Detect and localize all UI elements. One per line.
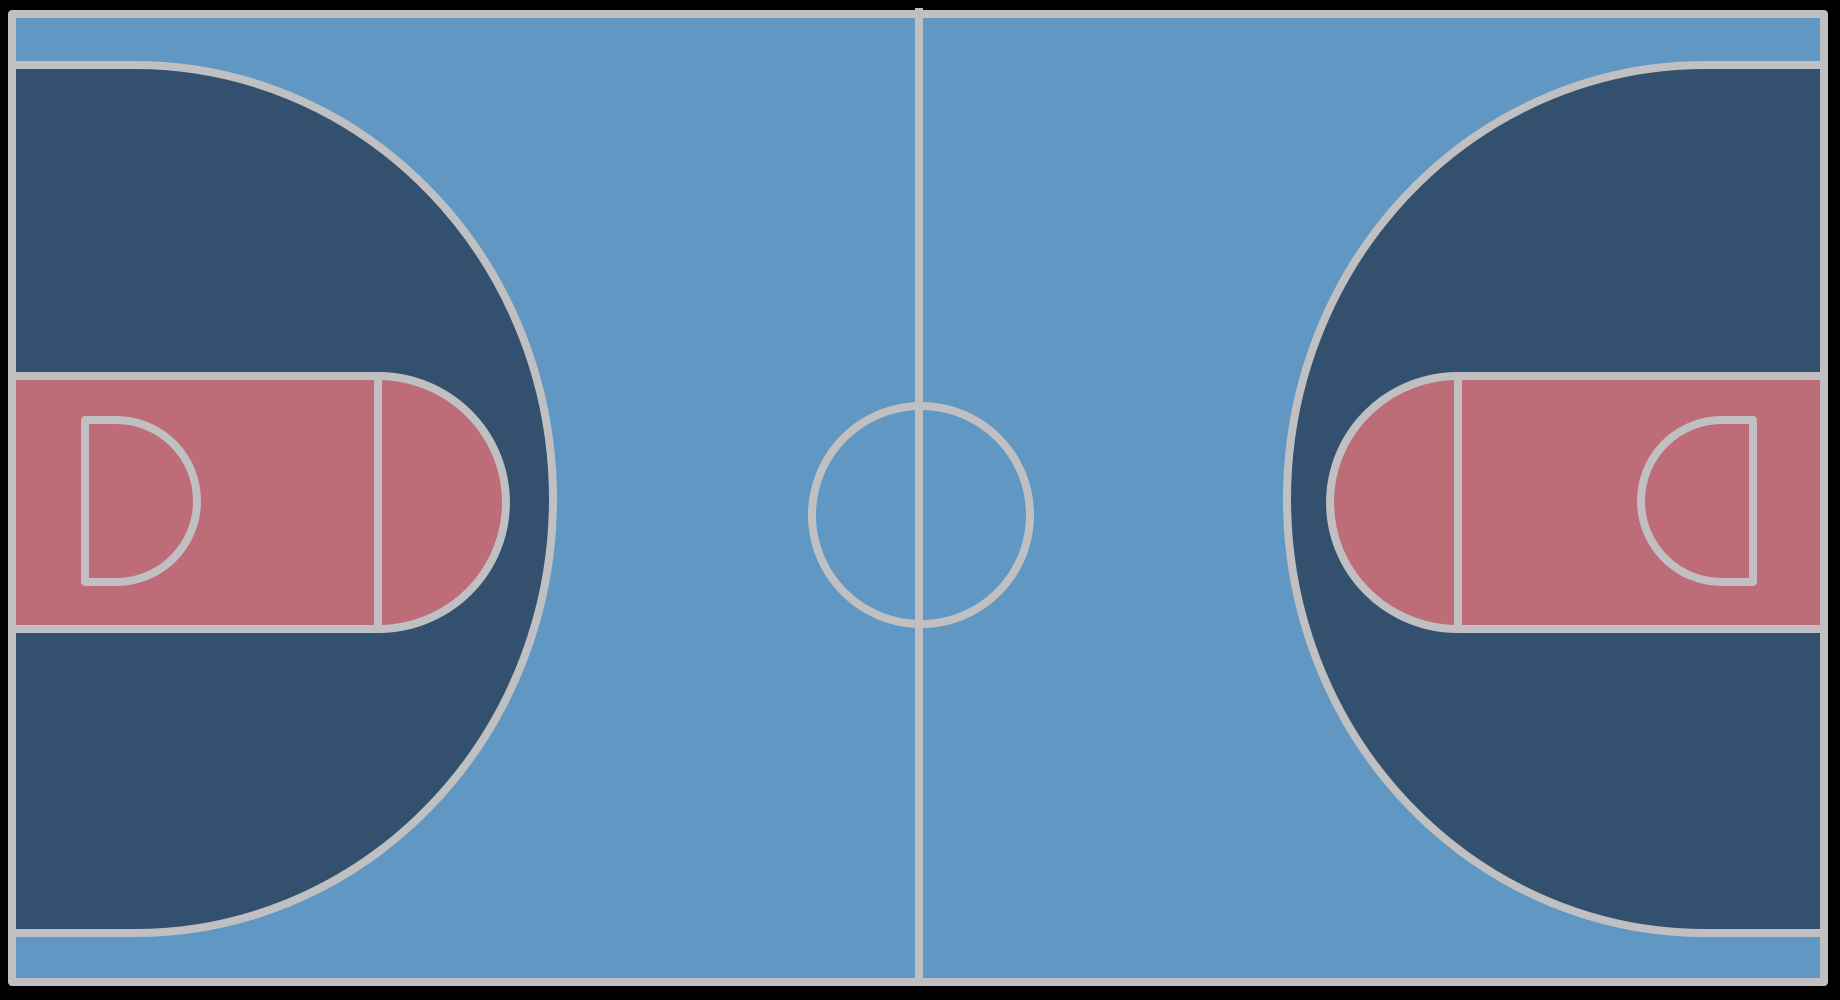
- left-free-throw-arc: [374, 372, 510, 633]
- right-half-court: [1283, 61, 1828, 937]
- right-restricted-area: [1637, 416, 1757, 586]
- right-free-throw-arc: [1326, 372, 1462, 633]
- center-circle: [808, 402, 1034, 628]
- left-half-court: [8, 61, 557, 937]
- left-restricted-area: [81, 416, 201, 586]
- center-court: [808, 8, 1034, 986]
